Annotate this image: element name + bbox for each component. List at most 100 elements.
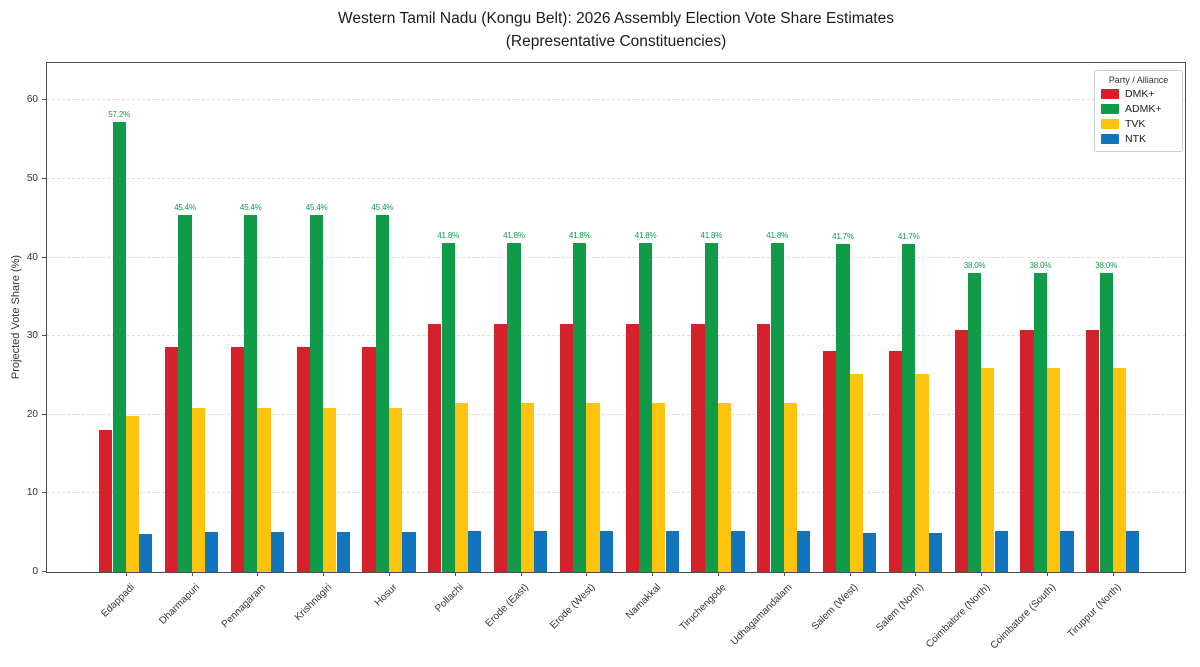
legend-entry-ADMK: ADMK+	[1101, 103, 1176, 115]
bar-ADMK-0	[112, 122, 126, 572]
legend-label: ADMK+	[1125, 103, 1162, 115]
y-tick-label: 60	[26, 94, 38, 106]
y-tick-label: 40	[26, 251, 38, 263]
bar-TVK-7	[586, 402, 600, 572]
bar-TVK-4	[389, 407, 403, 572]
bar-value-label: 38.0%	[1029, 261, 1052, 271]
y-tick-label: 20	[26, 408, 38, 420]
legend-entry-NTK: NTK	[1101, 133, 1176, 145]
x-tick-mark	[849, 572, 851, 576]
bar-ADMK-4	[375, 215, 389, 572]
y-tick-label: 10	[26, 487, 38, 499]
gridline-10	[47, 492, 1185, 494]
bar-NTK-9	[731, 531, 745, 572]
legend-entry-DMK: DMK+	[1101, 88, 1176, 100]
bar-ADMK-10	[770, 243, 784, 572]
bar-value-label: 38.0%	[1095, 261, 1117, 271]
bar-DMK-0	[99, 429, 113, 572]
bar-NTK-8	[665, 531, 679, 572]
bar-value-label: 38.0%	[963, 261, 986, 271]
bar-NTK-4	[402, 531, 416, 572]
bar-TVK-12	[915, 373, 929, 572]
x-tick-label: Tiruppur (North)	[1065, 582, 1124, 640]
bar-NTK-10	[797, 531, 811, 572]
gridline-40	[47, 256, 1185, 258]
chart-title: Western Tamil Nadu (Kongu Belt): 2026 As…	[338, 10, 894, 27]
x-tick-mark	[520, 572, 522, 576]
legend-swatch	[1101, 119, 1119, 129]
bar-NTK-2	[270, 531, 284, 572]
bar-ADMK-7	[573, 243, 587, 572]
bar-DMK-13	[954, 329, 968, 572]
gridline-60	[47, 99, 1185, 101]
bar-DMK-10	[757, 324, 771, 572]
y-tick-label: 50	[26, 172, 38, 184]
x-tick-mark	[323, 572, 325, 576]
gridline-20	[47, 413, 1185, 415]
bar-ADMK-12	[902, 244, 916, 572]
bar-ADMK-14	[1033, 273, 1047, 572]
x-tick-label: Edappadi	[98, 582, 137, 620]
x-tick-label: Erode (East)	[483, 582, 532, 630]
y-tick-mark-30	[42, 335, 47, 337]
bar-ADMK-15	[1099, 273, 1113, 572]
bar-TVK-11	[849, 373, 863, 572]
bar-DMK-3	[296, 347, 310, 572]
bar-value-label: 41.7%	[897, 232, 920, 242]
x-tick-label: Coimbatore (North)	[923, 582, 992, 651]
bar-value-label: 45.4%	[239, 203, 262, 213]
x-tick-label: Krishnagiri	[292, 582, 334, 624]
y-tick-label: 30	[26, 330, 38, 342]
bar-NTK-12	[928, 532, 942, 572]
bar-ADMK-5	[441, 243, 455, 572]
bar-NTK-14	[1060, 531, 1074, 572]
legend: Party / Alliance DMK+ ADMK+ TVK NTK	[1094, 70, 1183, 152]
bar-ADMK-1	[178, 215, 192, 572]
x-tick-label: Udhagamandalam	[729, 582, 795, 648]
bar-DMK-4	[362, 347, 376, 572]
legend-entry-TVK: TVK	[1101, 118, 1176, 130]
bar-DMK-11	[823, 351, 837, 572]
bar-NTK-13	[994, 531, 1008, 572]
x-tick-label: Namakkal	[623, 582, 663, 622]
y-tick-mark-10	[42, 492, 47, 494]
bar-ADMK-11	[836, 244, 850, 572]
bar-NTK-5	[468, 531, 482, 572]
y-tick-mark-20	[42, 413, 47, 415]
x-tick-label: Salem (North)	[874, 582, 927, 634]
x-tick-mark	[718, 572, 719, 576]
bar-value-label: 45.4%	[305, 203, 328, 213]
bar-ADMK-6	[507, 243, 521, 572]
legend-title: Party / Alliance	[1108, 75, 1169, 85]
bar-TVK-1	[191, 407, 205, 572]
bar-TVK-6	[520, 402, 534, 572]
x-tick-label: Tiruchengode	[678, 582, 729, 633]
x-tick-label: Dharmapuri	[157, 582, 203, 627]
x-tick-mark	[783, 572, 785, 576]
bar-DMK-5	[428, 324, 442, 572]
bar-TVK-5	[454, 402, 469, 572]
bar-TVK-10	[783, 402, 798, 572]
bar-value-label: 41.8%	[568, 231, 591, 241]
x-tick-mark	[981, 572, 983, 576]
bar-DMK-7	[559, 324, 574, 572]
bar-ADMK-3	[309, 215, 324, 572]
bar-value-label: 41.8%	[437, 231, 459, 241]
bar-NTK-11	[862, 532, 877, 572]
bar-TVK-15	[1112, 367, 1127, 572]
x-tick-mark	[1112, 572, 1114, 576]
bar-DMK-6	[494, 324, 508, 572]
bar-DMK-14	[1020, 329, 1034, 572]
y-tick-label: 0	[32, 566, 38, 577]
bar-DMK-2	[230, 347, 245, 572]
x-tick-mark	[125, 572, 127, 576]
x-tick-label: Erode (West)	[547, 582, 598, 632]
x-tick-label: Coimbatore (South)	[988, 582, 1058, 652]
x-tick-label: Salem (West)	[809, 582, 861, 633]
bar-DMK-8	[625, 324, 639, 572]
x-tick-mark	[389, 572, 390, 576]
y-tick-mark-50	[42, 177, 47, 179]
x-tick-mark	[257, 572, 259, 576]
bar-NTK-6	[533, 531, 548, 572]
